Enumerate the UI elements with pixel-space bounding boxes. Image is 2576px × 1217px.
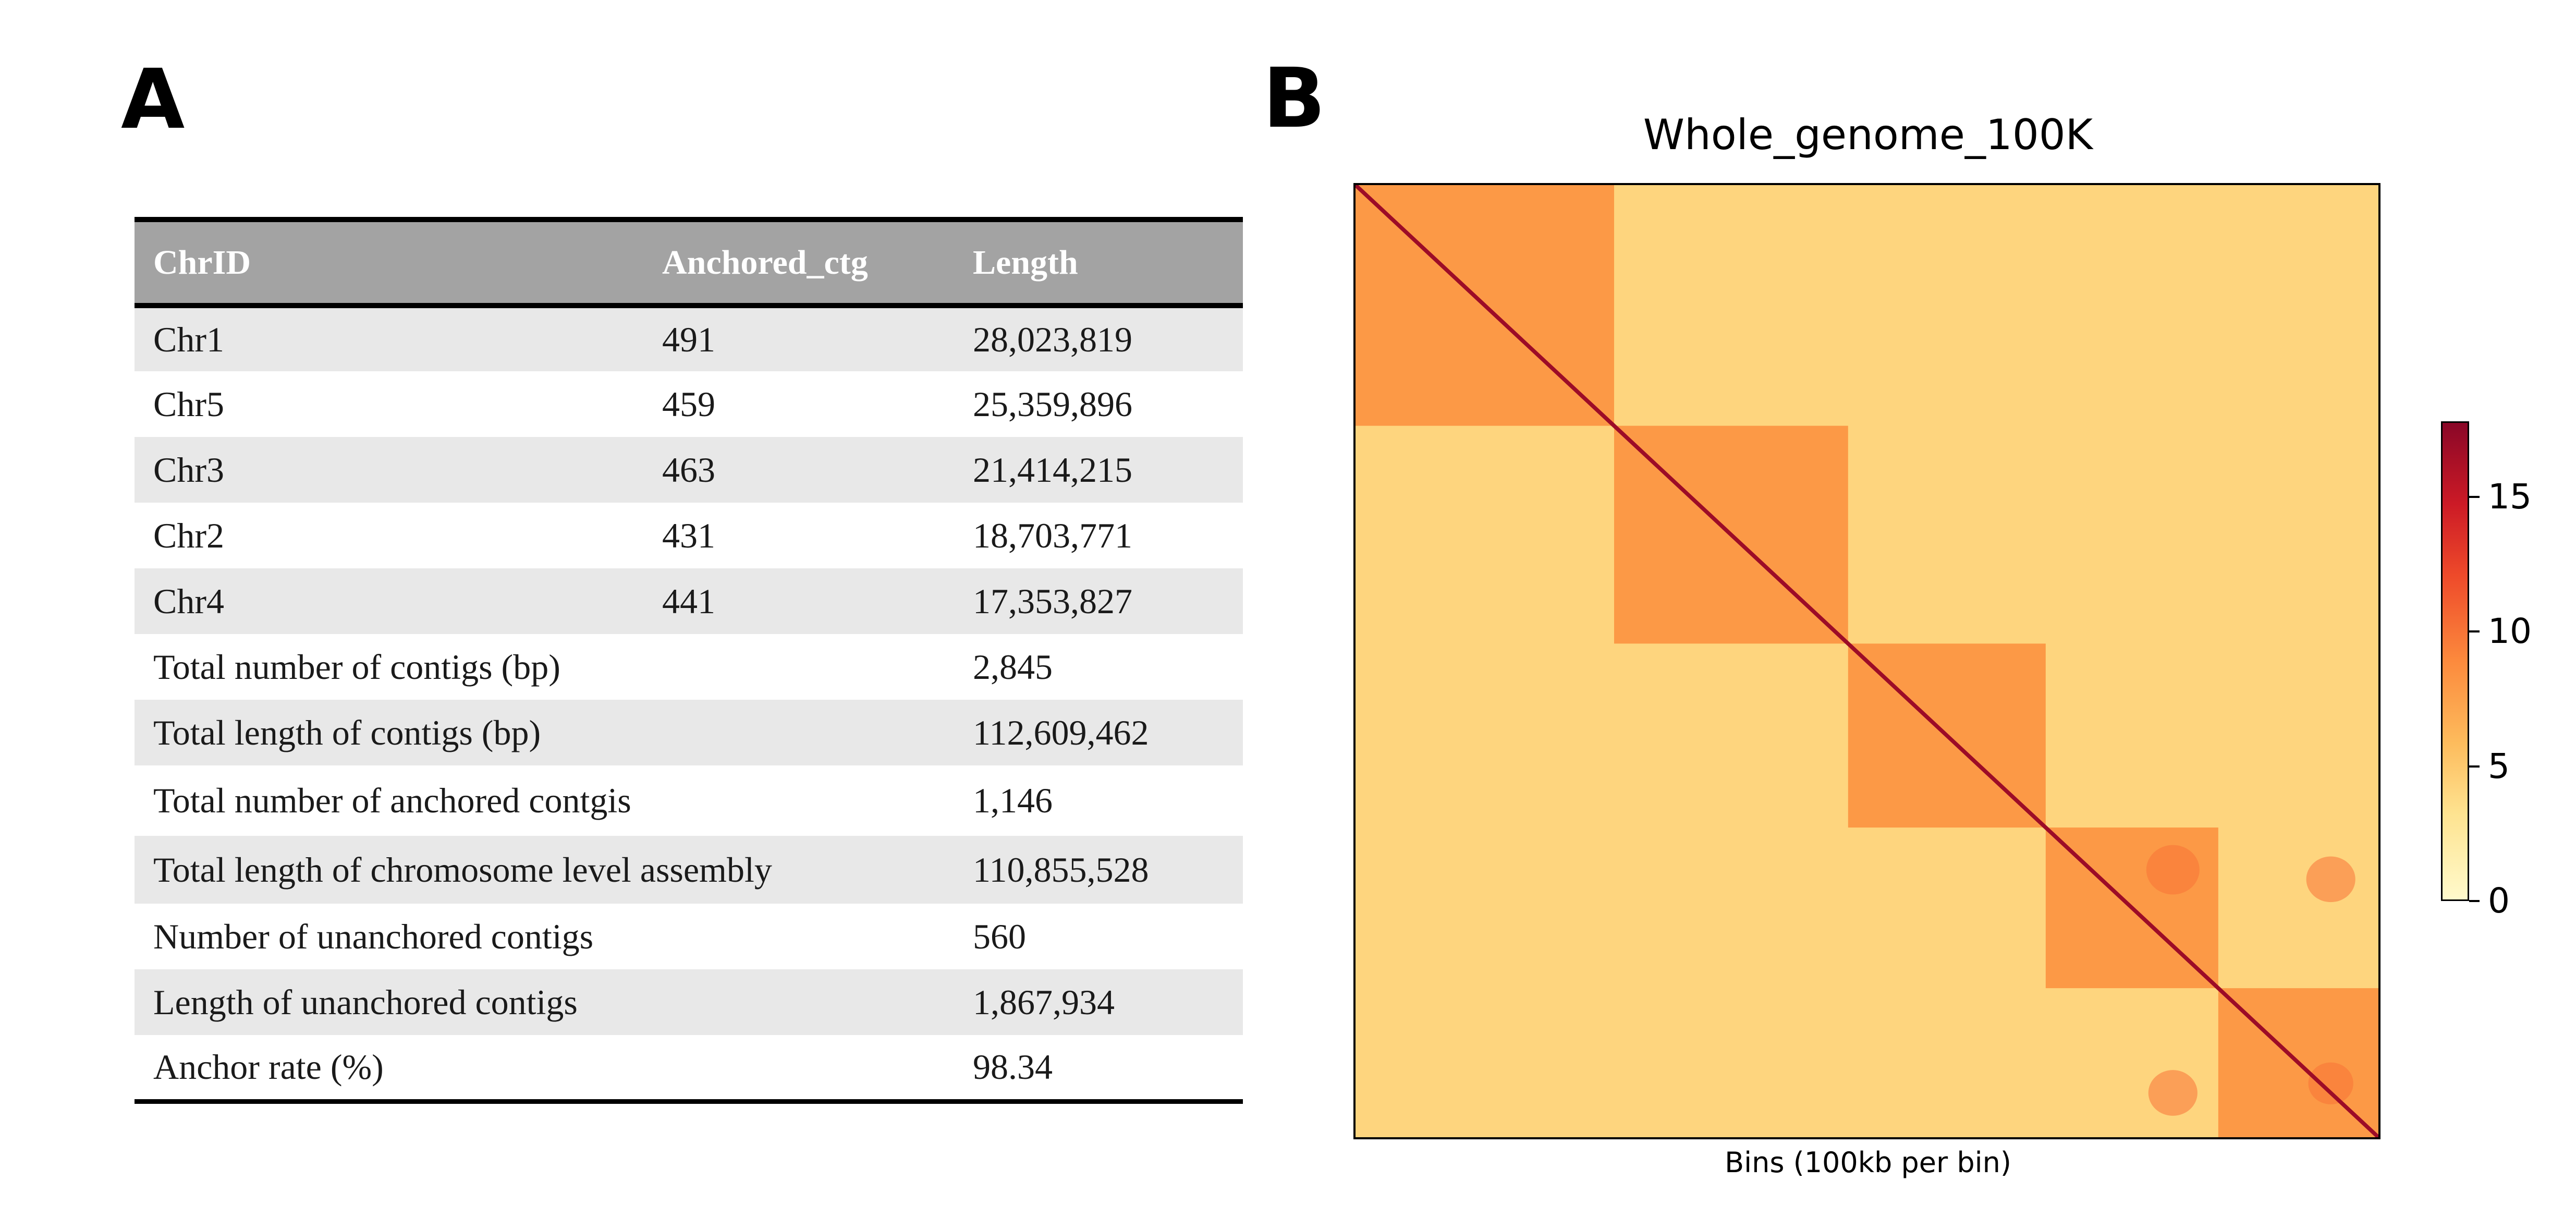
table-header-row: ChrID Anchored_ctg Length bbox=[135, 222, 1243, 303]
header-length: Length bbox=[973, 243, 1078, 282]
table-row: Chr5 459 25,359,896 bbox=[135, 371, 1243, 437]
colorbar-tick-mark bbox=[2469, 900, 2480, 902]
summary-row: Total number of anchored contgis 1,146 bbox=[135, 765, 1243, 836]
colorbar-tick-label: 10 bbox=[2488, 611, 2532, 652]
table-header-rule bbox=[135, 303, 1243, 308]
assembly-stats-table: ChrID Anchored_ctg Length Chr1 491 28,02… bbox=[135, 217, 1243, 1104]
panel-a-label: A bbox=[121, 52, 185, 148]
heatmap-spot bbox=[2306, 856, 2355, 903]
summary-row: Total length of contigs (bp) 112,609,462 bbox=[135, 700, 1243, 765]
heatmap-spot bbox=[2146, 845, 2200, 895]
cell-anchored: 459 bbox=[662, 384, 715, 424]
summary-value: 98.34 bbox=[973, 1047, 1053, 1087]
summary-label: Total number of contigs (bp) bbox=[153, 647, 560, 687]
cell-length: 21,414,215 bbox=[973, 449, 1132, 490]
cell-chrid: Chr4 bbox=[153, 581, 224, 621]
heatmap-title: Whole_genome_100K bbox=[1643, 111, 2093, 159]
table-row: Chr1 491 28,023,819 bbox=[135, 308, 1243, 371]
table-bottom-rule bbox=[135, 1099, 1243, 1104]
colorbar-tick-mark bbox=[2469, 495, 2480, 498]
cell-chrid: Chr2 bbox=[153, 515, 224, 555]
cell-length: 17,353,827 bbox=[973, 581, 1132, 621]
summary-label: Anchor rate (%) bbox=[153, 1047, 384, 1087]
table-top-rule bbox=[135, 217, 1243, 222]
hic-heatmap bbox=[1353, 183, 2380, 1139]
heatmap-spot bbox=[2148, 1070, 2197, 1116]
colorbar-tick-mark bbox=[2469, 630, 2480, 633]
colorbar-tick-label: 5 bbox=[2488, 746, 2510, 786]
summary-value: 2,845 bbox=[973, 647, 1053, 687]
table-row: Chr3 463 21,414,215 bbox=[135, 437, 1243, 503]
summary-value: 560 bbox=[973, 916, 1026, 956]
cell-anchored: 441 bbox=[662, 581, 715, 621]
cell-anchored: 491 bbox=[662, 320, 715, 359]
cell-chrid: Chr5 bbox=[153, 384, 224, 424]
summary-value: 1,867,934 bbox=[973, 982, 1115, 1022]
heatmap-x-axis-label: Bins (100kb per bin) bbox=[1725, 1146, 2011, 1179]
cell-length: 18,703,771 bbox=[973, 515, 1132, 555]
cell-length: 28,023,819 bbox=[973, 320, 1132, 359]
summary-row: Total number of contigs (bp) 2,845 bbox=[135, 634, 1243, 700]
summary-label: Total length of contigs (bp) bbox=[153, 712, 541, 752]
heatmap-spot bbox=[2308, 1062, 2353, 1104]
summary-label: Total length of chromosome level assembl… bbox=[153, 849, 772, 890]
summary-row: Total length of chromosome level assembl… bbox=[135, 836, 1243, 904]
heatmap-diagonal bbox=[1356, 185, 2378, 1137]
cell-anchored: 463 bbox=[662, 449, 715, 490]
summary-label: Number of unanchored contigs bbox=[153, 916, 594, 956]
summary-label: Length of unanchored contigs bbox=[153, 982, 578, 1022]
summary-value: 1,146 bbox=[973, 781, 1053, 820]
summary-value: 112,609,462 bbox=[973, 712, 1149, 752]
cell-length: 25,359,896 bbox=[973, 384, 1132, 424]
cell-chrid: Chr1 bbox=[153, 320, 224, 359]
colorbar-tick-label: 15 bbox=[2488, 476, 2532, 517]
cell-chrid: Chr3 bbox=[153, 449, 224, 490]
panel-b-label: B bbox=[1263, 51, 1326, 147]
summary-row: Length of unanchored contigs 1,867,934 bbox=[135, 969, 1243, 1035]
colorbar-tick-label: 0 bbox=[2488, 881, 2510, 921]
summary-row: Anchor rate (%) 98.34 bbox=[135, 1035, 1243, 1099]
summary-value: 110,855,528 bbox=[973, 849, 1149, 890]
colorbar-tick-mark bbox=[2469, 765, 2480, 768]
header-chrid: ChrID bbox=[153, 243, 251, 282]
header-anchored-ctg: Anchored_ctg bbox=[662, 243, 868, 282]
cell-anchored: 431 bbox=[662, 515, 715, 555]
summary-row: Number of unanchored contigs 560 bbox=[135, 904, 1243, 969]
summary-label: Total number of anchored contgis bbox=[153, 781, 631, 820]
table-row: Chr2 431 18,703,771 bbox=[135, 503, 1243, 568]
colorbar bbox=[2441, 421, 2469, 901]
table-row: Chr4 441 17,353,827 bbox=[135, 568, 1243, 634]
